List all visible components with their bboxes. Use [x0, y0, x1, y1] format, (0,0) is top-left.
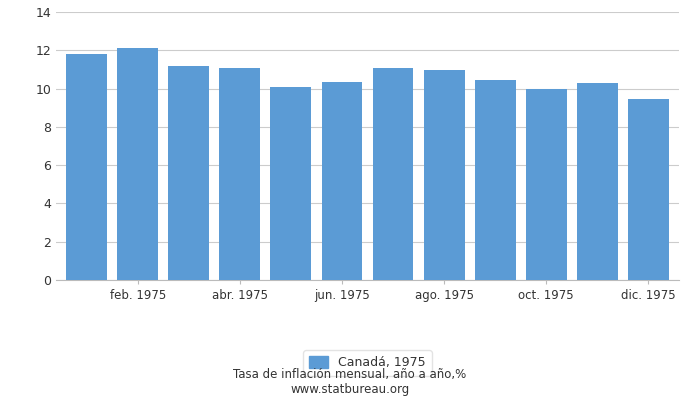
Bar	[577, 83, 617, 280]
Text: www.statbureau.org: www.statbureau.org	[290, 383, 410, 396]
Bar	[270, 87, 312, 280]
Text: Tasa de inflación mensual, año a año,%: Tasa de inflación mensual, año a año,%	[233, 368, 467, 381]
Legend: Canadá, 1975: Canadá, 1975	[303, 350, 432, 376]
Bar	[118, 48, 158, 280]
Bar	[475, 80, 516, 280]
Bar	[168, 66, 209, 280]
Bar	[219, 68, 260, 280]
Bar	[424, 70, 465, 280]
Bar	[628, 99, 668, 280]
Bar	[66, 54, 107, 280]
Bar	[321, 82, 363, 280]
Bar	[526, 88, 567, 280]
Bar	[372, 68, 414, 280]
